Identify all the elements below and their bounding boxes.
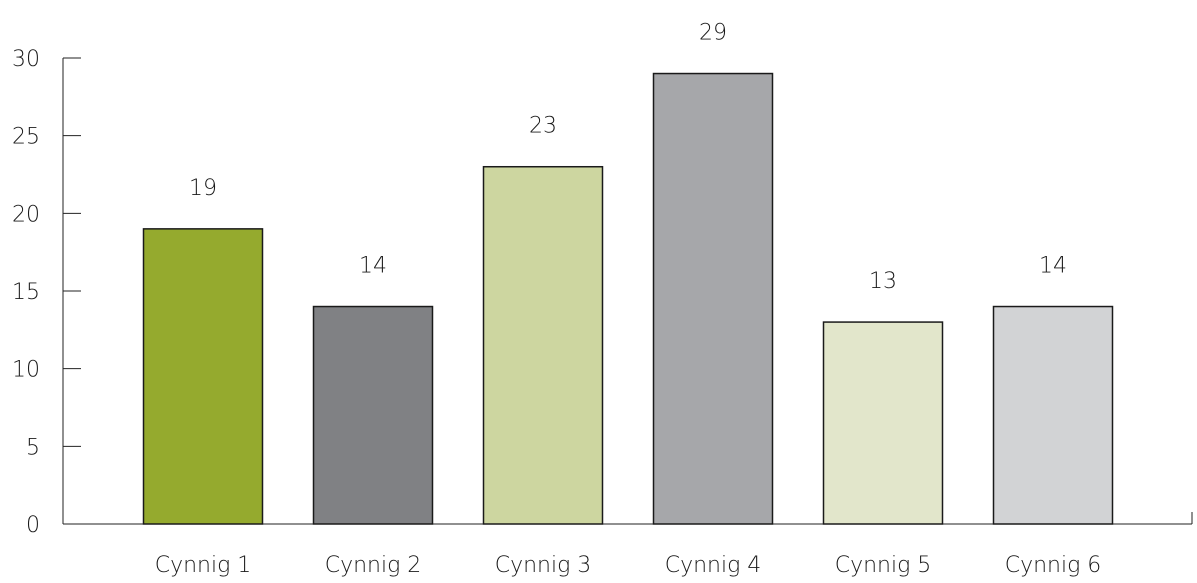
data-label: 14 — [1039, 254, 1067, 279]
bar — [992, 305, 1114, 525]
data-label: 23 — [529, 114, 557, 139]
bar — [312, 305, 434, 525]
category-labels: Cynnig 1 Cynnig 2 Cynnig 3 Cynnig 4 Cynnig 5… — [155, 553, 1102, 578]
y-tick-label: 10 — [12, 358, 40, 383]
y-tick-label: 30 — [12, 47, 40, 72]
y-tick-label: 5 — [26, 435, 40, 460]
y-tick-label: 25 — [12, 125, 40, 150]
y-axis: 0 5 10 15 20 25 30 — [12, 47, 81, 538]
bar — [822, 321, 944, 525]
category-label: Cynnig 6 — [1005, 553, 1102, 578]
bars — [142, 72, 1114, 525]
bar — [142, 228, 264, 525]
bar — [482, 165, 604, 525]
data-label: 14 — [359, 254, 387, 279]
data-label: 29 — [699, 21, 727, 46]
y-tick-label: 20 — [12, 202, 40, 227]
data-labels: 19 14 23 29 13 14 — [189, 21, 1067, 295]
category-label: Cynnig 2 — [325, 553, 422, 578]
bar — [652, 72, 774, 525]
category-label: Cynnig 3 — [495, 553, 592, 578]
category-label: Cynnig 5 — [835, 553, 932, 578]
category-label: Cynnig 4 — [665, 553, 762, 578]
data-label: 13 — [869, 269, 897, 294]
y-tick-label: 15 — [12, 280, 40, 305]
y-tick-label: 0 — [26, 513, 40, 538]
category-label: Cynnig 1 — [155, 553, 252, 578]
data-label: 19 — [189, 176, 217, 201]
